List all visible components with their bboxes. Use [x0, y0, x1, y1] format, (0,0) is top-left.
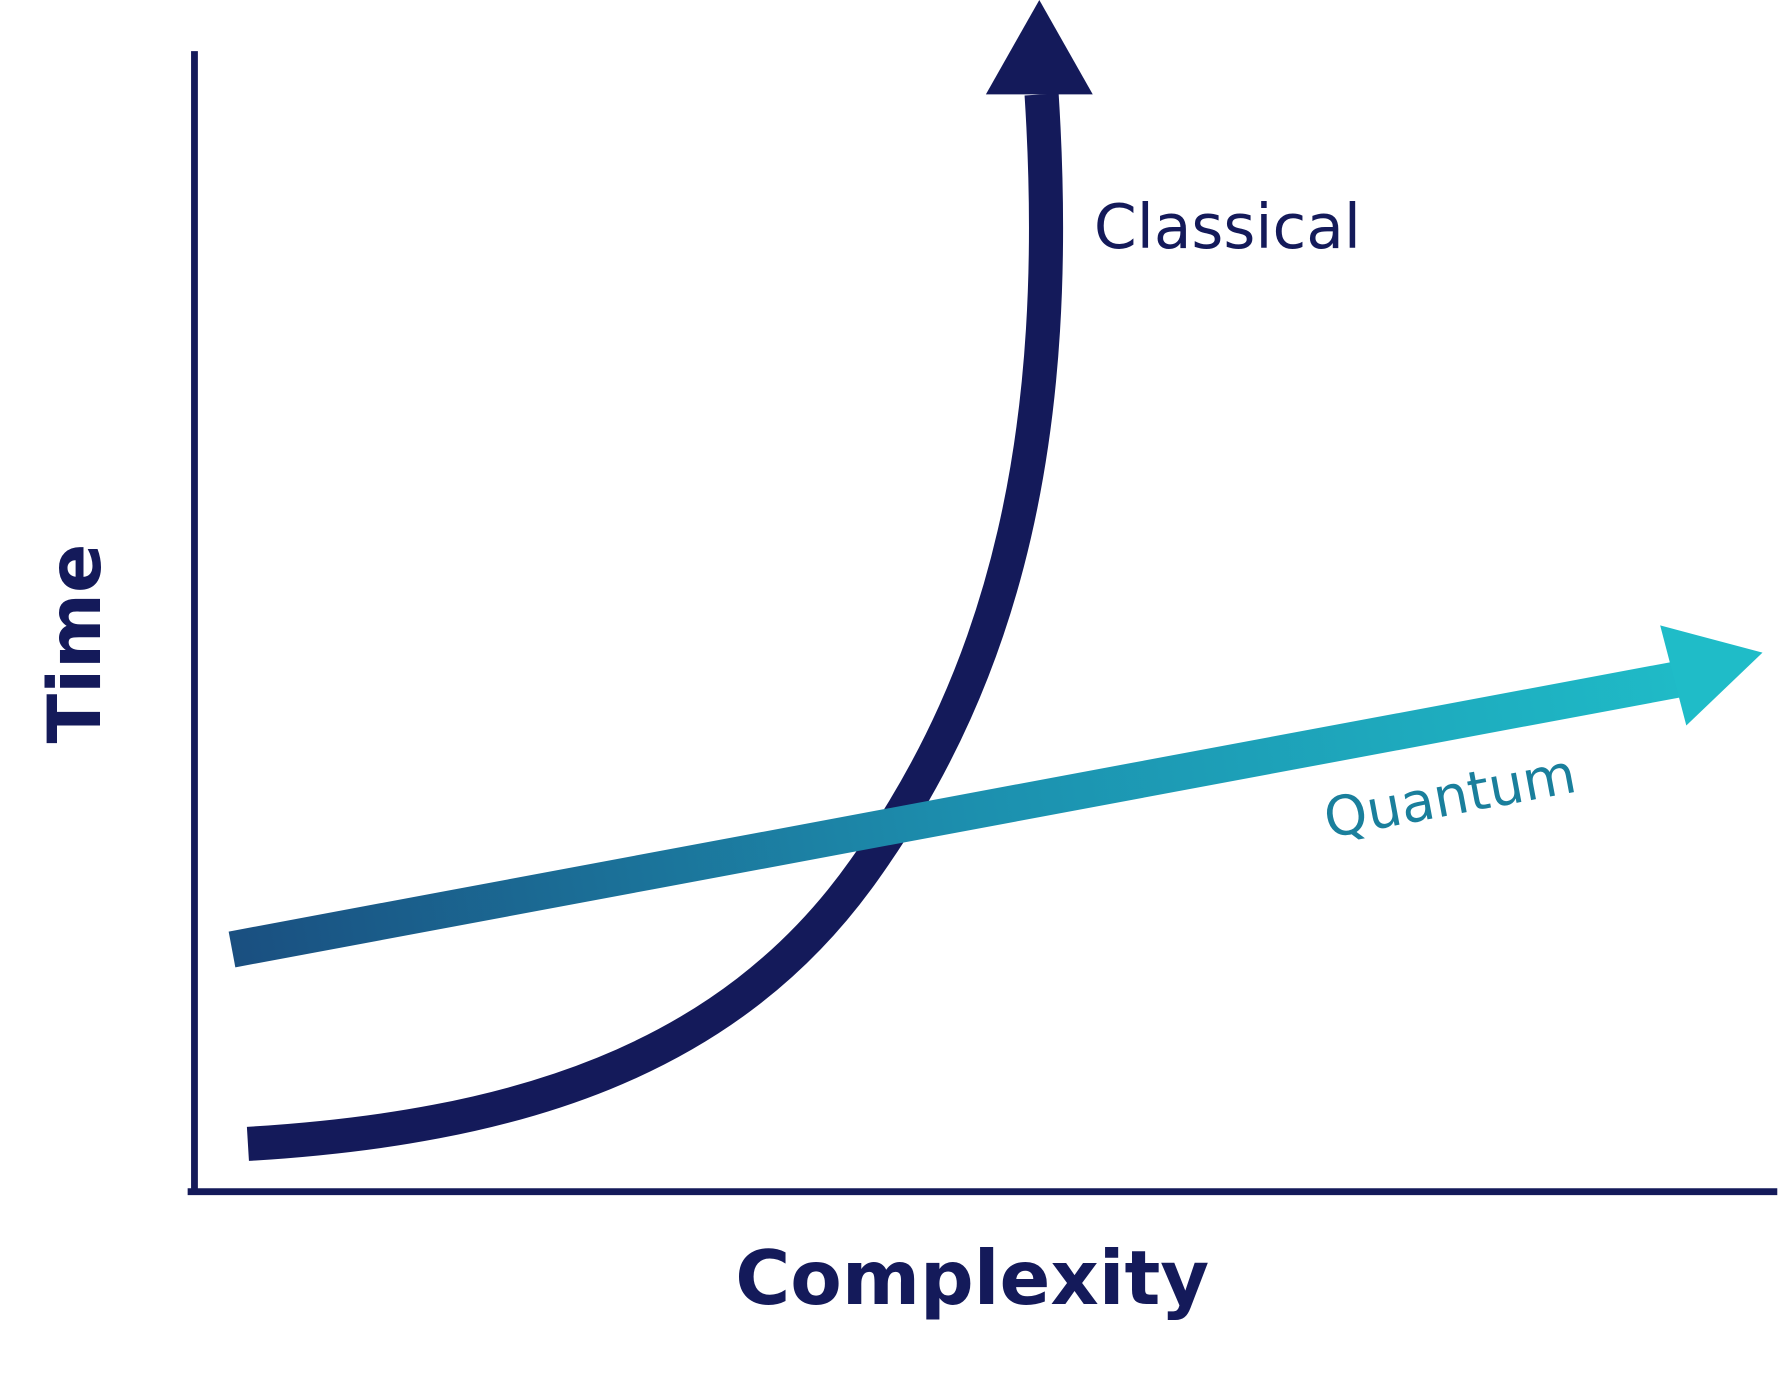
classical-label: Classical [1094, 192, 1361, 263]
y-axis-label: Time [33, 544, 118, 744]
quantum-arrowhead [1660, 625, 1763, 726]
classical-arrowhead [985, 0, 1093, 95]
quantum-line [228, 660, 1684, 968]
classical-curve [246, 93, 1064, 1161]
x-axis-label: Complexity [735, 1234, 1209, 1322]
